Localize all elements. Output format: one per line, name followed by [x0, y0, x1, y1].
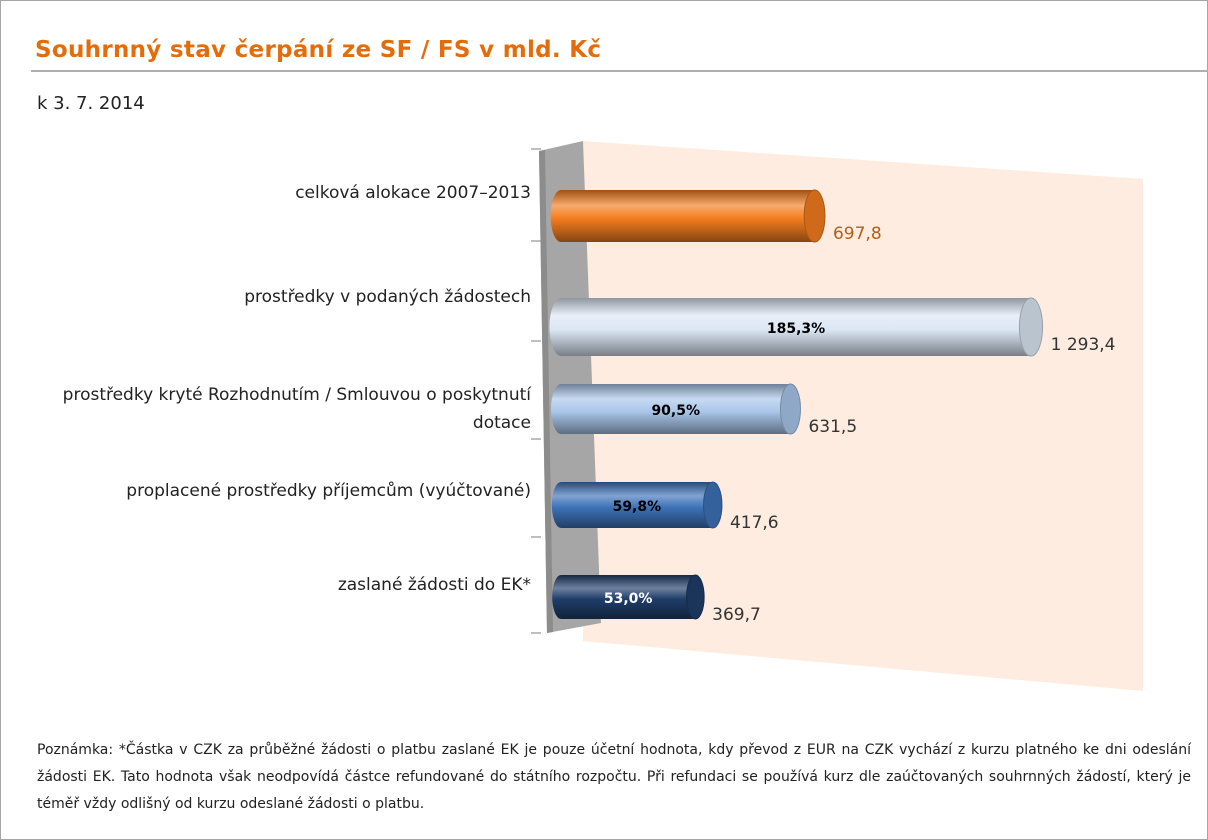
- bar: [551, 384, 801, 434]
- bar-end: [803, 189, 826, 243]
- value-label: 697,8: [833, 224, 882, 244]
- bar-end: [779, 383, 801, 435]
- category-label: celková alokace 2007–2013: [295, 183, 531, 203]
- bar-end: [686, 574, 705, 620]
- bar: [552, 575, 705, 619]
- plot-wall: [583, 141, 1143, 691]
- value-label: 417,6: [730, 513, 779, 533]
- share-label: 185,3%: [767, 321, 825, 337]
- side-wall-edge: [539, 150, 553, 633]
- value-label: 1 293,4: [1051, 335, 1116, 355]
- share-label: 90,5%: [651, 403, 700, 419]
- bar-end: [1018, 297, 1044, 357]
- bar: [550, 190, 825, 242]
- category-label: zaslané žádosti do EK*: [337, 575, 531, 595]
- share-label: 59,8%: [613, 499, 662, 515]
- share-label: 53,0%: [604, 591, 653, 607]
- bars: 697,8 1 293,4 185,3% 631,5 90,5% 417,6 59,8% 36…: [549, 189, 1116, 625]
- chart-title: Souhrnný stav čerpání ze SF / FS v mld. …: [35, 37, 602, 63]
- chart-subtitle: k 3. 7. 2014: [37, 93, 145, 114]
- bar: [551, 482, 722, 528]
- chart: 697,8 1 293,4 185,3% 631,5 90,5% 417,6 59,8% 36…: [531, 141, 1143, 691]
- bar-end: [703, 481, 723, 529]
- value-label: 631,5: [808, 417, 857, 437]
- category-label: prostředky v podaných žádostech: [244, 287, 531, 307]
- title-rule: [31, 70, 1208, 72]
- category-label: proplacené prostředky příjemcům (vyúčtov…: [126, 481, 531, 501]
- bar: [549, 298, 1043, 356]
- note: Poznámka: *Částka v CZK za průběžné žádo…: [37, 742, 1191, 812]
- category-label: prostředky kryté Rozhodnutím / Smlouvou …: [62, 385, 531, 433]
- value-label: 369,7: [712, 605, 761, 625]
